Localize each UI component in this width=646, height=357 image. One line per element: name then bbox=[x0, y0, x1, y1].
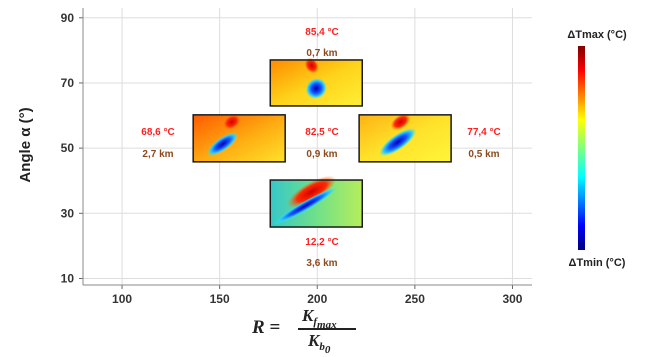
hot-spot bbox=[304, 57, 319, 74]
distance-label-top: 0,7 km bbox=[306, 48, 337, 59]
temp-label-center: 82,5 °C bbox=[305, 127, 338, 138]
field-inset-top bbox=[269, 57, 364, 107]
formula-fraction-bar bbox=[298, 328, 356, 330]
formula-den-subsub: 0 bbox=[324, 344, 331, 357]
hot-spot bbox=[390, 113, 411, 131]
distance-label-right: 0,5 km bbox=[468, 149, 499, 160]
hot-spot bbox=[287, 175, 337, 208]
inset-border bbox=[269, 59, 364, 107]
distance-label-bottom: 3,6 km bbox=[306, 258, 337, 269]
formula-den-base: K bbox=[308, 331, 320, 350]
temp-label-left: 68,6 °C bbox=[141, 127, 174, 138]
x-tick-label: 300 bbox=[502, 292, 522, 306]
axes: 100 150 200 250 300 10 30 50 70 90 bbox=[61, 8, 532, 306]
temp-label-right: 77,4 °C bbox=[467, 127, 500, 138]
inset-border bbox=[358, 114, 452, 163]
y-tick-label: 90 bbox=[61, 11, 75, 25]
x-tick-label: 200 bbox=[307, 292, 327, 306]
temp-label-top: 85,4 °C bbox=[305, 27, 338, 38]
y-axis-label: Angle α (°) bbox=[17, 107, 34, 182]
inset-border bbox=[192, 114, 286, 163]
colorbar-max-label: ΔTmax (°C) bbox=[567, 29, 627, 41]
colorbar: ΔTmax (°C) ΔTmin (°C) bbox=[567, 29, 627, 269]
cold-spot bbox=[305, 77, 327, 99]
cold-spot bbox=[207, 132, 239, 156]
formula-denominator: Kb0 bbox=[308, 331, 330, 357]
field-inset-left bbox=[192, 114, 286, 163]
colorbar-min-label: ΔTmin (°C) bbox=[569, 257, 626, 269]
cold-spot bbox=[379, 128, 417, 157]
y-tick-label: 70 bbox=[61, 76, 75, 90]
y-tick-label: 10 bbox=[61, 271, 75, 285]
field-inset-bottom bbox=[269, 175, 364, 228]
formula-num-base: K bbox=[302, 306, 314, 325]
temp-label-bottom: 12,2 °C bbox=[305, 237, 338, 248]
hot-spot bbox=[223, 114, 241, 130]
x-tick-label: 150 bbox=[210, 292, 230, 306]
distance-label-left: 2,7 km bbox=[142, 149, 173, 160]
formula-den-sub: b bbox=[319, 341, 325, 354]
cold-spot bbox=[273, 187, 338, 225]
formula-lhs: R = bbox=[252, 317, 281, 338]
x-tick-label: 250 bbox=[405, 292, 425, 306]
inset-border bbox=[269, 179, 364, 228]
point-annotations: 85,4 °C 0,7 km 68,6 °C 2,7 km 82,5 °C 0,9 km 7… bbox=[141, 27, 500, 269]
field-inset-right bbox=[358, 113, 452, 163]
formula-num-subsub: max bbox=[317, 319, 337, 332]
field-insets bbox=[192, 57, 452, 228]
distance-label-center: 0,9 km bbox=[306, 149, 337, 160]
y-tick-label: 30 bbox=[61, 206, 75, 220]
y-tick-label: 50 bbox=[61, 141, 75, 155]
formula-num-sub: f bbox=[313, 316, 318, 329]
x-tick-label: 100 bbox=[112, 292, 132, 306]
x-axis-formula: R = Kfmax Kb0 bbox=[246, 304, 376, 357]
colorbar-gradient bbox=[578, 46, 585, 250]
